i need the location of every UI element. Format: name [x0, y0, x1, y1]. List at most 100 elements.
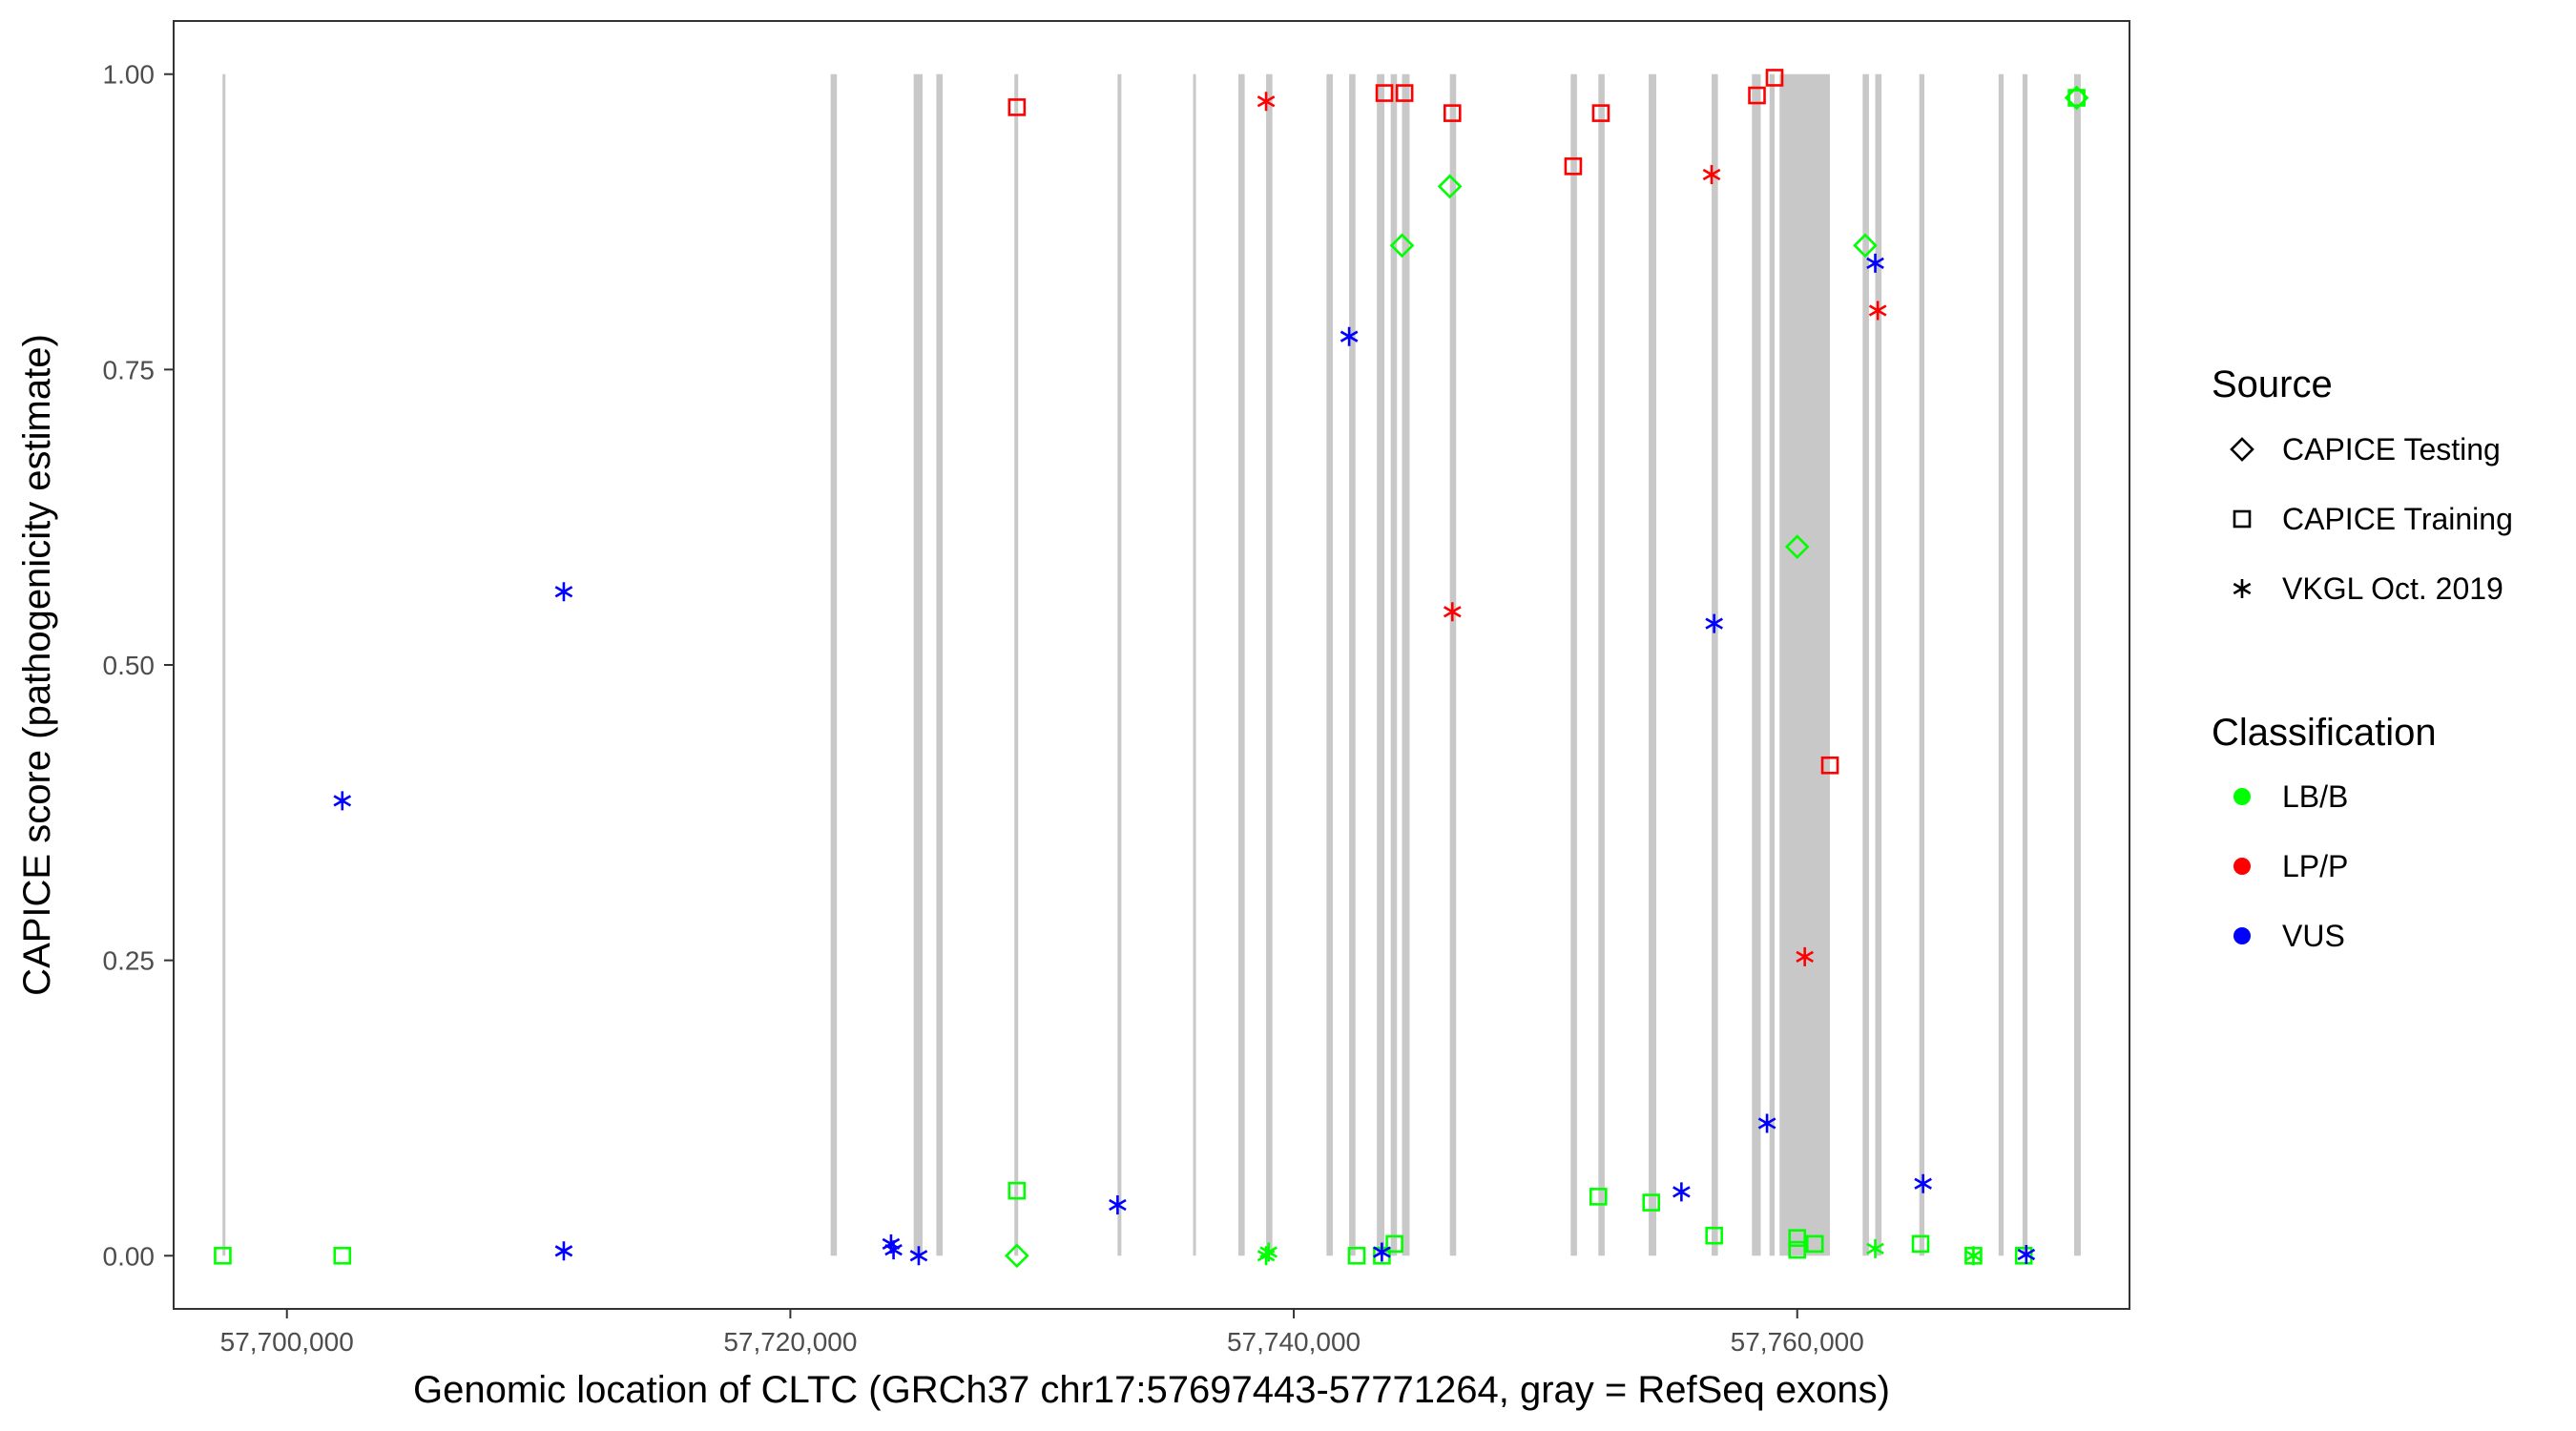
exon-band: [1449, 73, 1457, 1256]
exon-band: [1875, 73, 1882, 1256]
data-point-asterisk: [1257, 1246, 1276, 1266]
data-point-square: [214, 1246, 232, 1265]
data-point-square: [1788, 1229, 1807, 1247]
exon-band: [1402, 73, 1410, 1256]
data-point-square: [1564, 157, 1583, 176]
data-point-square: [1008, 98, 1027, 116]
data-point-asterisk: [1340, 326, 1359, 346]
data-point-asterisk: [1796, 946, 1814, 966]
exon-band: [2022, 73, 2028, 1256]
exon-band: [2073, 73, 2081, 1256]
exon-band: [1238, 73, 1245, 1256]
data-point-asterisk: [1964, 1246, 1983, 1266]
data-point-diamond: [1005, 1243, 1029, 1269]
data-point-asterisk: [1672, 1182, 1691, 1202]
y-tick-label: 1.00: [103, 60, 156, 90]
legend-classification-title: Classification: [2212, 712, 2437, 754]
data-point-square: [1705, 1226, 1723, 1245]
data-point-asterisk: [333, 791, 352, 811]
legend-label: CAPICE Testing: [2282, 432, 2501, 467]
data-point-square: [1347, 1246, 1366, 1265]
exon-band: [1349, 73, 1356, 1256]
data-point-square: [2067, 89, 2086, 107]
data-point-asterisk: [1109, 1195, 1127, 1215]
exon-band: [913, 73, 923, 1256]
legend-label: LB/B: [2282, 779, 2348, 814]
data-point-square: [1788, 1240, 1807, 1259]
x-axis-title: Genomic location of CLTC (GRCh37 chr17:5…: [413, 1369, 1890, 1411]
x-tick-label: 57,720,000: [723, 1327, 857, 1357]
data-point-square: [1008, 1181, 1027, 1200]
legend-classification-items: LB/B LP/P VUS: [2233, 779, 2348, 953]
data-point-diamond: [1784, 534, 1810, 559]
y-tick-label: 0.75: [103, 355, 156, 384]
exon-band: [1712, 73, 1718, 1256]
data-point-square: [1443, 104, 1462, 122]
exon-band: [1390, 73, 1398, 1256]
point-layer: [214, 69, 2089, 1269]
exon-band: [1998, 73, 2005, 1256]
exon-band: [1326, 73, 1333, 1256]
legend-label: VKGL Oct. 2019: [2282, 571, 2503, 606]
legend: Source CAPICE Testing CAPICE Training VKGL…: [2212, 363, 2513, 953]
legend-source-items: CAPICE Testing CAPICE Training VKGL Oct. 2…: [2230, 432, 2513, 606]
exon-band: [1769, 73, 1775, 1256]
data-point-asterisk: [554, 582, 573, 602]
legend-key-square: [2233, 509, 2252, 529]
y-tick-label: 0.25: [103, 946, 156, 976]
legend-key-dot: [2233, 858, 2251, 875]
exon-band: [1117, 73, 1122, 1256]
exon-band: [1570, 73, 1577, 1256]
exon-band: [1377, 73, 1385, 1256]
data-point-square: [1805, 1234, 1824, 1254]
exon-band: [1598, 73, 1605, 1256]
data-point-square: [2014, 1246, 2033, 1265]
data-point-square: [1820, 756, 1839, 775]
exon-band: [1752, 73, 1761, 1256]
data-point-square: [1385, 1234, 1403, 1254]
exon-band: [1649, 73, 1656, 1256]
x-tick-label: 57,700,000: [220, 1327, 354, 1357]
data-point-diamond: [1389, 233, 1415, 259]
data-point-square: [1765, 69, 1784, 87]
exon-band: [1014, 73, 1019, 1256]
exon-band: [222, 73, 226, 1256]
legend-source-title: Source: [2212, 363, 2333, 405]
exon-band: [1266, 73, 1273, 1256]
legend-key-dot: [2233, 927, 2251, 944]
data-point-diamond: [1437, 174, 1463, 199]
data-point-asterisk: [2017, 1245, 2036, 1265]
data-point-asterisk: [1702, 165, 1721, 185]
data-point-asterisk: [1866, 1238, 1884, 1258]
data-point-asterisk: [1914, 1173, 1932, 1193]
data-point-asterisk: [1868, 301, 1887, 321]
y-axis-title: CAPICE score (pathogenicity estimate): [16, 334, 58, 996]
exon-band: [1862, 73, 1869, 1256]
data-point-square: [1375, 84, 1394, 102]
data-point-square: [333, 1246, 352, 1265]
exon-band: [1919, 73, 1924, 1256]
data-point-asterisk: [1443, 602, 1462, 622]
exon-band: [1779, 73, 1831, 1256]
data-point-asterisk: [884, 1240, 903, 1260]
legend-label: VUS: [2282, 919, 2345, 953]
data-point-square: [1395, 84, 1414, 102]
legend-key-diamond: [2230, 437, 2254, 462]
exon-band: [1193, 73, 1196, 1256]
exon-layer: [222, 73, 2081, 1256]
data-point-diamond: [1853, 233, 1878, 259]
legend-label: LP/P: [2282, 849, 2348, 883]
data-point-asterisk: [554, 1241, 573, 1261]
legend-key-asterisk: [2233, 579, 2252, 598]
axis-layer: 57,700,000 57,720,000 57,740,000 57,760,000…: [103, 60, 1864, 1357]
data-point-square: [1911, 1234, 1930, 1254]
data-point-asterisk: [1866, 253, 1884, 273]
data-point-diamond: [2064, 85, 2089, 111]
data-point-square: [1591, 104, 1610, 122]
data-point-square: [1589, 1188, 1608, 1206]
data-point-asterisk: [1257, 92, 1276, 112]
exon-band: [936, 73, 944, 1256]
data-point-asterisk: [1373, 1242, 1391, 1262]
